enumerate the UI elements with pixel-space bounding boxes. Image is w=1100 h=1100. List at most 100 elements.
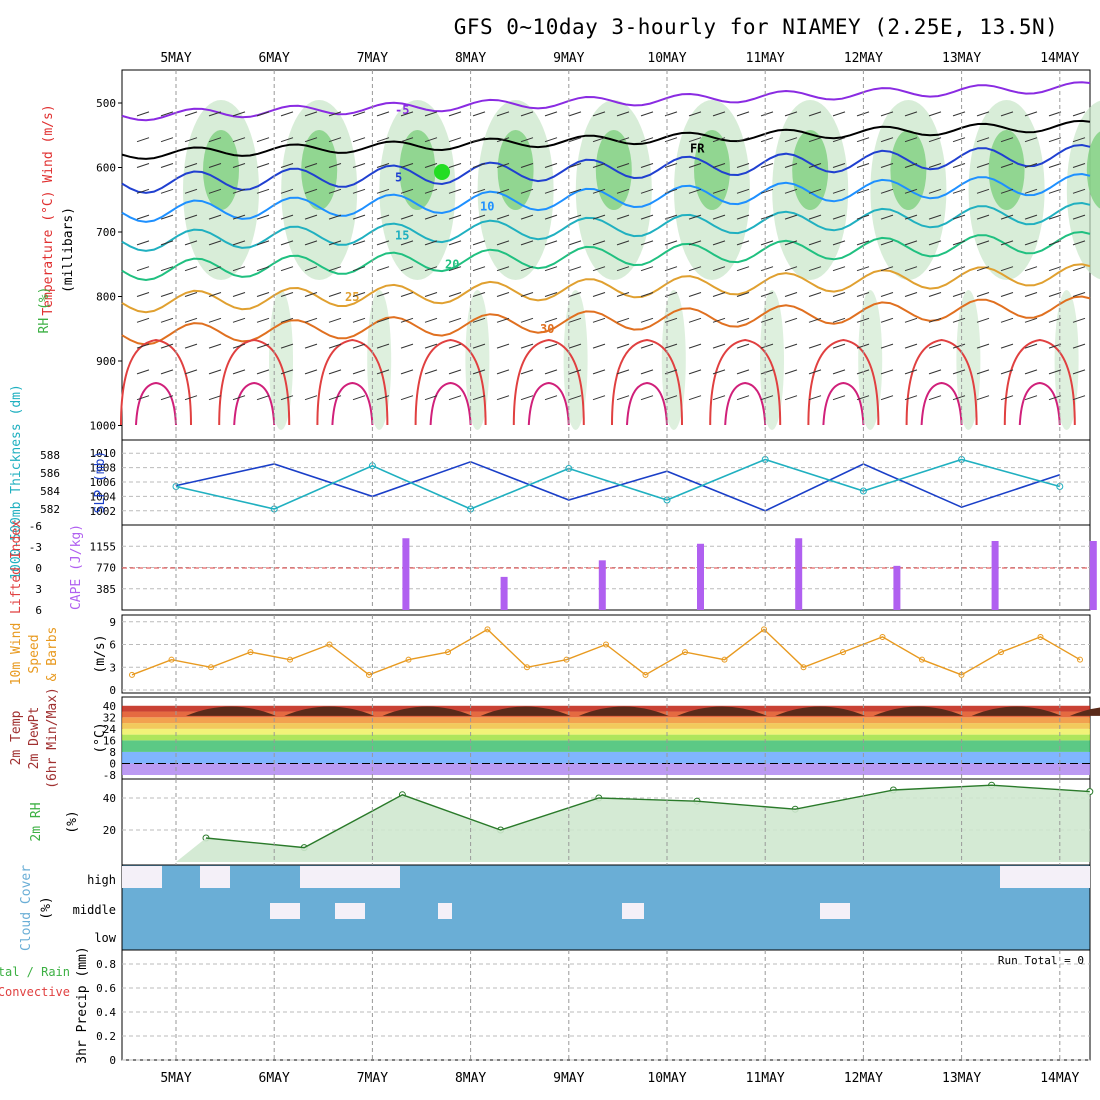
- wind-barb: [304, 343, 318, 349]
- wind-barb: [1000, 214, 1014, 220]
- wind-barb: [208, 369, 222, 375]
- isotherm-line: [121, 172, 1091, 223]
- wind-barb: [880, 343, 894, 349]
- wind-barb: [1072, 292, 1086, 297]
- wind-barb: [160, 111, 174, 117]
- wind-barb: [736, 266, 750, 272]
- wind-barb: [328, 266, 342, 272]
- wind-barb: [784, 292, 798, 297]
- rh-shade-high: [497, 130, 534, 210]
- bottom-date-label: 14MAY: [1040, 1071, 1079, 1086]
- wind-barb: [280, 266, 294, 272]
- wind-barb: [808, 317, 822, 323]
- wind-barb: [616, 343, 630, 349]
- wind-barb: [496, 240, 510, 246]
- wind-barb: [280, 343, 294, 349]
- wind-barb: [664, 343, 678, 349]
- day-gridlines: [175, 70, 1061, 1060]
- wind-barb: [328, 188, 342, 194]
- wind-barb: [736, 317, 750, 323]
- wind-barb: [856, 240, 870, 246]
- wind-barb: [568, 137, 582, 143]
- isotherm-line: [121, 295, 1091, 346]
- wind-barb: [832, 137, 846, 143]
- wind-barb: [832, 292, 846, 297]
- diurnal-isotherm: [414, 338, 487, 426]
- diurnal-isotherm-hot: [429, 381, 472, 426]
- wind-barb: [184, 111, 198, 117]
- wind-tick-label: 0: [109, 684, 116, 697]
- wind-barb: [424, 188, 438, 194]
- wind-barb: [304, 214, 318, 220]
- wind-barb: [736, 343, 750, 349]
- wind-barb: [424, 240, 438, 246]
- wind-speed-point: [129, 671, 135, 678]
- temp-max-hump: [873, 706, 964, 716]
- cape-li-panel: 385 770 1155 -6 -3 0 3 6: [29, 520, 1097, 617]
- cape-bar: [1089, 541, 1097, 610]
- wind-barb: [376, 395, 390, 401]
- diurnal-isotherm-hot: [920, 381, 963, 426]
- wind-barb: [592, 317, 606, 323]
- wind-barb: [544, 188, 558, 194]
- wind-barb: [712, 266, 726, 272]
- wind-barb: [304, 292, 318, 297]
- wind-barb: [352, 395, 366, 401]
- wind-barb: [832, 188, 846, 194]
- isotherm-label: 25: [345, 290, 359, 304]
- wind-barb: [400, 188, 414, 194]
- wind-ylabel: & Barbs: [45, 627, 60, 682]
- wind-barb: [1024, 292, 1038, 297]
- diurnal-isotherm: [807, 338, 880, 426]
- diurnal-isotherm-hot: [724, 381, 767, 426]
- diurnal-isotherm-hot: [626, 381, 668, 426]
- wind-barb: [808, 395, 822, 401]
- wind-barb: [376, 214, 390, 220]
- cape-content: 385 770 1155 -6 -3 0 3 6: [29, 520, 1097, 617]
- wind-barb: [1072, 317, 1086, 323]
- wind-barb: [1000, 369, 1014, 375]
- wind-barb: [136, 111, 150, 117]
- wind-barb: [1072, 188, 1086, 194]
- wind-barb: [712, 214, 726, 220]
- wind-barb: [904, 317, 918, 323]
- wind-barb: [1024, 395, 1038, 401]
- pressure-ticks: 500 600 700 800 900 1000: [90, 97, 122, 433]
- cape-bar: [598, 560, 606, 610]
- wind-barb: [688, 214, 702, 220]
- wind-barb: [952, 266, 966, 272]
- thickness-tick-label: 582: [40, 503, 60, 516]
- wind-barb: [712, 369, 726, 375]
- wind-barb: [760, 343, 774, 349]
- slp-line: [175, 460, 1061, 512]
- thickness-tick-label: 584: [40, 485, 60, 498]
- isotherm-line: [121, 263, 1091, 314]
- diurnal-isotherm-hot: [233, 381, 276, 426]
- wind-barb: [928, 292, 942, 297]
- wind-barb: [376, 188, 390, 194]
- slp-tick-label: 1010: [90, 447, 117, 460]
- wind-barb: [808, 292, 822, 297]
- wind-barb: [424, 369, 438, 375]
- wind-barb: [544, 369, 558, 375]
- wind-speed-point: [366, 671, 372, 678]
- wind-barb: [1048, 214, 1062, 220]
- wind-barb: [520, 395, 534, 401]
- temp-max-hump: [186, 706, 276, 716]
- wind-barb: [1072, 343, 1086, 349]
- wind-barb: [880, 137, 894, 143]
- wind-barb: [1048, 317, 1062, 323]
- wind-barb: [520, 111, 534, 117]
- thickness-ylabel: 1000-500mb Thickness (dm): [9, 384, 24, 580]
- wind-barb: [208, 188, 222, 194]
- wind-barb: [448, 292, 462, 297]
- wind-barb: [688, 395, 702, 401]
- wind-barb: [712, 137, 726, 143]
- wind-barb: [1000, 266, 1014, 272]
- wind-barb: [880, 266, 894, 272]
- wind-speed-point: [840, 649, 846, 656]
- diurnal-isotherm-hot: [135, 381, 177, 426]
- wind-barb: [472, 214, 486, 220]
- wind-barb: [1048, 395, 1062, 401]
